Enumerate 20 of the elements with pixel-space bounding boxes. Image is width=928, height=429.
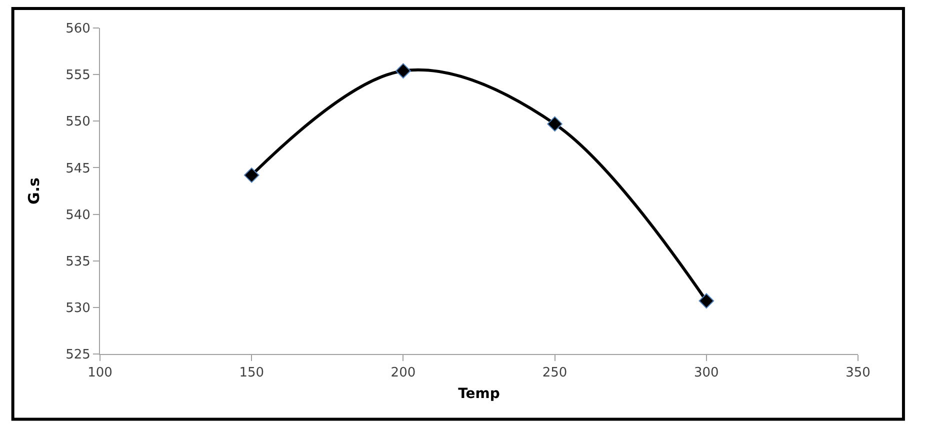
x-tick-label: 100 <box>88 366 112 381</box>
point <box>698 293 714 309</box>
point <box>547 116 562 132</box>
y-tick-label: 560 <box>66 22 90 37</box>
x-tick-label: 150 <box>239 366 264 381</box>
x-tick-label: 250 <box>542 366 568 381</box>
point <box>396 63 411 78</box>
x-axis-title: Temp <box>458 386 500 402</box>
y-tick-label: 535 <box>66 254 90 270</box>
y-axis-title: G.s <box>24 177 43 204</box>
y-tick-label: 545 <box>66 161 90 176</box>
y-tick-label: 550 <box>66 114 90 130</box>
y-tick-label: 540 <box>66 208 90 223</box>
x-tick-label: 300 <box>694 366 719 381</box>
x-tick-label: 200 <box>390 366 416 381</box>
y-tick-label: 525 <box>66 348 90 363</box>
x-tick-label: 350 <box>846 366 870 381</box>
point <box>244 168 260 183</box>
y-tick-label: 555 <box>66 68 90 84</box>
y-tick-label: 530 <box>66 300 90 316</box>
